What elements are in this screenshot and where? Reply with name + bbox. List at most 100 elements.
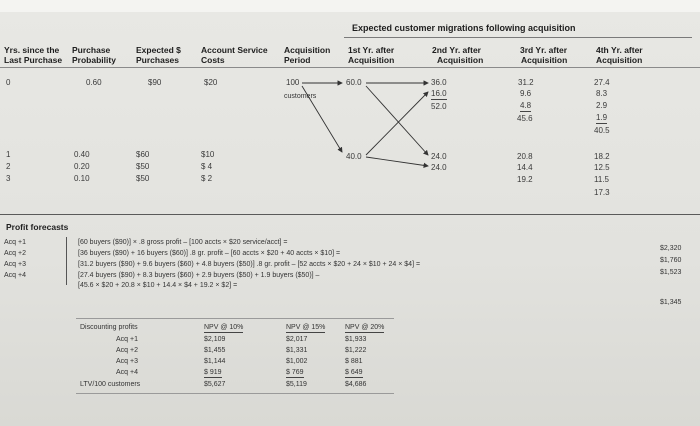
header-yr4-1: 4th Yr. after [596, 45, 643, 55]
yr4-g: 12.5 [594, 163, 610, 172]
title-rule [344, 37, 692, 38]
profit-bracket [66, 237, 67, 285]
npv-label: Discounting profits [80, 324, 138, 331]
npv-top-rule [76, 318, 394, 319]
npv-rowlabel-3: Acq +3 [116, 358, 138, 365]
header-expected-2: Purchases [136, 55, 179, 65]
npv10-1: $2,109 [204, 336, 226, 343]
profit-formula-3: [31.2 buyers ($90) + 9.6 buyers ($60) + … [78, 261, 421, 268]
yr2-e: 24.0 [431, 163, 447, 172]
yr4-d: 1.9 [596, 113, 608, 124]
npv-rowlabel-4: Acq +4 [116, 369, 138, 376]
yr3-e: 20.8 [517, 152, 533, 161]
section-rule [0, 214, 700, 215]
row3-yrs: 3 [6, 174, 11, 183]
npv-header-15: NPV @ 15% [286, 324, 326, 333]
ltv-10: $5,627 [204, 381, 226, 388]
yr2-c: 52.0 [431, 102, 447, 111]
npv-rowlabel-1: Acq +1 [116, 336, 138, 343]
npv-rowlabel-2: Acq +2 [116, 347, 138, 354]
npv10-4: $ 919 [204, 369, 222, 378]
ltv-label: LTV/100 customers [80, 381, 141, 388]
yr3-b: 9.6 [520, 89, 532, 98]
yr4-f: 18.2 [594, 152, 610, 161]
profit-formula-2: [36 buyers ($90) + 16 buyers ($60)] .8 g… [78, 250, 341, 257]
profit-label-3: Acq +3 [4, 261, 26, 268]
yr4-h: 11.5 [594, 175, 609, 184]
yr4-b: 8.3 [596, 89, 608, 98]
profit-value-4: $1,345 [660, 299, 682, 306]
row3-cost: $ 2 [201, 174, 213, 183]
ltv-20: $4,686 [345, 381, 367, 388]
header-yr1-2: Acquisition [348, 55, 395, 65]
acq-value: 100 [286, 78, 300, 87]
row0-prob: 0.60 [86, 78, 102, 87]
npv20-2: $1,222 [345, 347, 367, 354]
profit-heading: Profit forecasts [6, 222, 69, 232]
npv20-4: $ 649 [345, 369, 363, 378]
yr3-a: 31.2 [518, 78, 534, 87]
yr3-g: 19.2 [517, 175, 533, 184]
row1-cost: $10 [201, 150, 215, 159]
profit-value-3: $1,523 [660, 269, 682, 276]
row0-exp: $90 [148, 78, 162, 87]
npv15-3: $1,002 [286, 358, 308, 365]
top-band [0, 0, 700, 12]
header-acqperiod-1: Acquisition [284, 45, 331, 55]
yr3-d: 45.6 [517, 114, 533, 123]
yr4-c: 2.9 [596, 101, 608, 110]
row2-yrs: 2 [6, 162, 11, 171]
yr3-f: 14.4 [517, 163, 533, 172]
profit-formula-1: [60 buyers ($90)] × .8 gross profit – [1… [78, 239, 288, 246]
npv-header-10: NPV @ 10% [204, 324, 244, 333]
profit-formula-4: [27.4 buyers ($90) + 8.3 buyers ($60) + … [78, 272, 320, 279]
header-rule [0, 67, 700, 68]
row1-yrs: 1 [6, 150, 11, 159]
yr1-top: 60.0 [346, 78, 362, 87]
yr2-b: 16.0 [431, 89, 447, 100]
yr3-c: 4.8 [520, 101, 532, 112]
npv10-2: $1,455 [204, 347, 226, 354]
npv15-2: $1,331 [286, 347, 308, 354]
page-title: Expected customer migrations following a… [352, 23, 576, 33]
row3-exp: $50 [136, 174, 150, 183]
header-yr2-2: Acquisition [437, 55, 484, 65]
header-yr3-1: 3rd Yr. after [520, 45, 568, 55]
yr1-bottom: 40.0 [346, 152, 362, 161]
row2-cost: $ 4 [201, 162, 213, 171]
header-yr4-2: Acquisition [596, 55, 643, 65]
header-yr1-1: 1st Yr. after [348, 45, 395, 55]
row3-prob: 0.10 [74, 174, 90, 183]
yr2-a: 36.0 [431, 78, 447, 87]
profit-label-2: Acq +2 [4, 250, 26, 257]
npv-header-20: NPV @ 20% [345, 324, 385, 333]
header-purchase-2: Probability [72, 55, 116, 65]
profit-label-1: Acq +1 [4, 239, 26, 246]
row2-exp: $50 [136, 162, 150, 171]
header-expected-1: Expected $ [136, 45, 181, 55]
row2-prob: 0.20 [74, 162, 90, 171]
profit-formula-5: [45.6 × $20 + 20.8 × $10 + 14.4 × $4 + 1… [78, 282, 238, 289]
header-yr3-2: Acquisition [521, 55, 568, 65]
header-yr2-1: 2nd Yr. after [432, 45, 481, 55]
npv15-1: $2,017 [286, 336, 308, 343]
header-acqperiod-2: Period [284, 55, 311, 65]
row1-exp: $60 [136, 150, 150, 159]
ltv-15: $5,119 [286, 381, 307, 388]
yr4-e: 40.5 [594, 126, 610, 135]
npv-bottom-rule [76, 393, 394, 394]
profit-label-4: Acq +4 [4, 272, 26, 279]
acq-label: customers [284, 93, 317, 100]
profit-value-1: $2,320 [660, 245, 682, 252]
row1-prob: 0.40 [74, 150, 90, 159]
header-account-1: Account Service [201, 45, 268, 55]
profit-value-2: $1,760 [660, 257, 682, 264]
yr4-a: 27.4 [594, 78, 610, 87]
row0-yrs: 0 [6, 78, 11, 87]
npv10-3: $1,144 [204, 358, 226, 365]
header-account-2: Costs [201, 55, 225, 65]
header-yrs-2: Last Purchase [4, 55, 63, 65]
npv20-3: $ 881 [345, 358, 363, 365]
row0-cost: $20 [204, 78, 218, 87]
